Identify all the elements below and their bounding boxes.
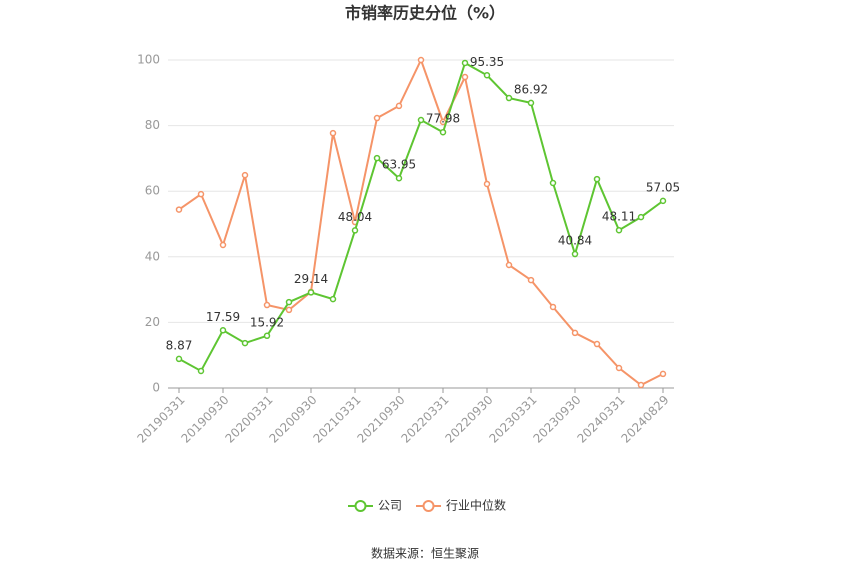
point (549, 303, 557, 311)
data-label: 17.59 (206, 310, 240, 324)
point (241, 171, 249, 179)
point (351, 227, 359, 234)
y-tick-label: 0 (152, 381, 160, 395)
point (373, 114, 381, 122)
point (175, 355, 183, 363)
point (527, 276, 535, 284)
point (329, 129, 337, 137)
y-tick-label: 20 (145, 315, 160, 329)
point (241, 339, 249, 347)
point (615, 226, 623, 234)
point (483, 180, 491, 188)
point (659, 370, 667, 378)
y-tick-label: 40 (145, 249, 160, 263)
legend-item[interactable]: 公司 (348, 499, 402, 513)
point (637, 381, 645, 389)
legend-marker (354, 500, 367, 512)
point (549, 179, 557, 187)
point (307, 289, 315, 296)
point (285, 306, 293, 314)
point (593, 175, 601, 183)
point (417, 116, 425, 124)
series-line (178, 57, 664, 387)
data-label: 29.14 (294, 272, 328, 286)
point (571, 250, 579, 258)
data-label: 48.04 (338, 210, 372, 224)
source: 数据来源：恒生聚源 (371, 546, 479, 561)
point (197, 190, 205, 198)
point (329, 295, 337, 303)
point (615, 364, 623, 372)
data-label: 48.11 (602, 210, 636, 224)
data-label: 40.84 (558, 234, 592, 248)
point (527, 99, 535, 107)
point (175, 206, 183, 213)
point (263, 301, 271, 309)
chart-title: 市销率历史分位（%） (345, 4, 505, 23)
point (219, 327, 227, 334)
data-label: 57.05 (646, 180, 680, 194)
point (197, 367, 205, 375)
legend-marker (422, 500, 435, 512)
point (637, 213, 645, 221)
point (505, 94, 513, 102)
y-tick-label: 80 (145, 118, 160, 132)
y-tick-label: 100 (137, 53, 160, 67)
point (219, 241, 227, 249)
legend-item[interactable]: 行业中位数 (416, 498, 506, 513)
data-label: 8.87 (166, 338, 193, 352)
point (461, 59, 469, 67)
point (593, 340, 601, 348)
data-label: 95.35 (470, 55, 504, 69)
point (373, 154, 381, 162)
point (483, 72, 491, 79)
data-label: 86.92 (514, 82, 548, 96)
point (417, 56, 425, 64)
data-label: 15.92 (250, 315, 284, 329)
point (285, 298, 293, 306)
point (505, 261, 513, 269)
legend-label: 行业中位数 (446, 498, 506, 513)
point (263, 332, 271, 340)
legend-label: 公司 (378, 499, 402, 513)
point (461, 73, 469, 81)
point (571, 329, 579, 337)
point (439, 128, 447, 136)
point (395, 174, 403, 182)
data-label: 63.95 (382, 158, 416, 172)
point (659, 197, 667, 205)
point (395, 102, 403, 110)
x-tick-label: 20240829 (619, 393, 672, 446)
data-label: 77.98 (426, 112, 460, 126)
y-tick-label: 60 (145, 184, 160, 198)
